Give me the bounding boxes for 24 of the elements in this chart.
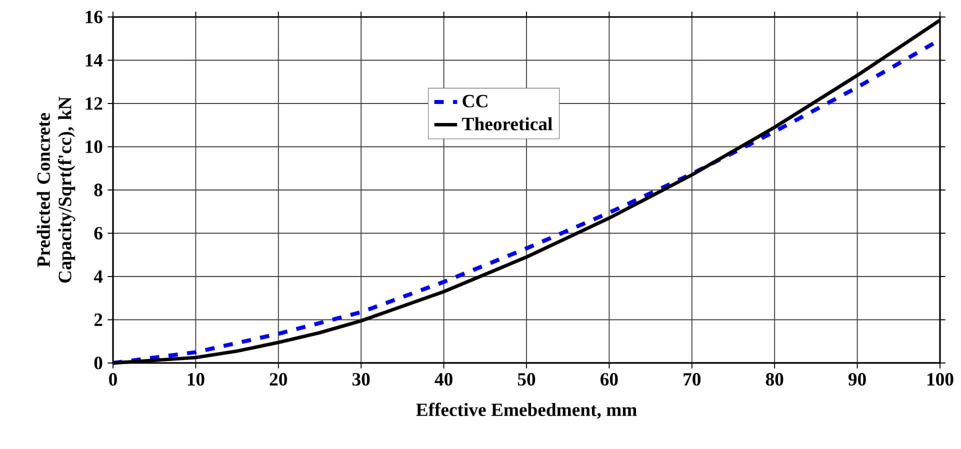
y-axis-title: Predicted Concrete Capacity/Sqrt(f'cc), kN [36, 96, 76, 283]
y-tick-label: 10 [86, 140, 102, 154]
legend-label: CC [462, 94, 488, 108]
y-tick-label: 6 [94, 226, 102, 240]
x-tick-label: 40 [434, 373, 452, 386]
x-tick-label: 60 [600, 373, 618, 386]
y-tick-label: 14 [86, 54, 103, 66]
x-tick-label: 90 [848, 373, 866, 386]
legend-label: Theoretical [462, 117, 552, 130]
x-axis-title: Effective Emebedment, mm [416, 402, 637, 419]
x-tick-label: 100 [928, 373, 954, 386]
y-tick-label: 0 [94, 356, 102, 370]
x-tick-label: 50 [518, 373, 536, 386]
x-tick-label: 20 [270, 373, 288, 386]
y-tick-label: 8 [94, 184, 102, 196]
x-tick-label: 70 [684, 373, 701, 386]
y-tick-label: 2 [94, 314, 102, 326]
x-tick-label: 30 [352, 373, 370, 386]
y-tick-label: 4 [94, 270, 103, 283]
y-tick-label: 16 [86, 10, 102, 24]
x-tick-label: 80 [766, 373, 784, 386]
x-tick-label: 0 [109, 373, 117, 386]
x-tick-label: 10 [188, 373, 204, 386]
y-tick-label: 12 [86, 97, 102, 110]
